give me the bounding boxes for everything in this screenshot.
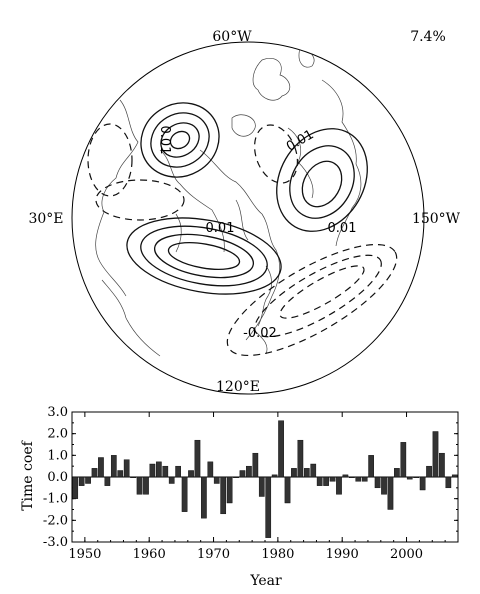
x-tick-label: 1950 (68, 547, 101, 562)
y-tick-label: 1.0 (47, 448, 68, 463)
contour-label: -0.02 (243, 326, 277, 341)
map-boundary (71, 41, 425, 395)
bar (349, 476, 355, 479)
bar (98, 457, 104, 478)
bar (265, 476, 272, 538)
bar (233, 476, 239, 479)
bar (336, 476, 342, 495)
y-tick-label: 2.0 (47, 427, 68, 442)
lon-label-right: 150°W (412, 211, 461, 227)
x-axis-label: Year (249, 573, 282, 589)
bar (201, 476, 207, 519)
y-tick-label: 0.0 (47, 470, 68, 485)
bar (110, 455, 117, 478)
bar (117, 470, 124, 478)
bar (213, 476, 220, 484)
bar (310, 463, 317, 478)
bar (136, 476, 143, 495)
bar (387, 476, 394, 510)
y-tick-label: 3.0 (47, 405, 68, 420)
variance-label: 7.4% (410, 29, 446, 45)
bar (226, 476, 233, 504)
bar (85, 476, 91, 484)
contours (126, 102, 368, 295)
bar (149, 463, 156, 478)
bar (406, 476, 413, 480)
y-tick-label: -1.0 (43, 492, 68, 507)
bar (220, 476, 227, 515)
bar (130, 476, 136, 479)
bar (368, 455, 374, 478)
bar (246, 465, 252, 478)
contour-label: 0.01 (206, 221, 235, 236)
bar (207, 461, 214, 478)
x-tick-label: 1960 (133, 547, 166, 562)
bar (143, 476, 149, 495)
bar (78, 476, 85, 486)
bar (168, 476, 175, 484)
polar-map: 60°W 7.4% 30°E 150°W 120°E (28, 29, 461, 395)
lon-label-left: 30°E (28, 211, 63, 227)
bar (278, 420, 284, 478)
bar (419, 476, 426, 491)
bar (426, 465, 432, 478)
y-tick-label: -2.0 (43, 513, 68, 528)
lon-label-top: 60°W (212, 29, 252, 45)
bar (439, 452, 445, 478)
x-tick-label: 2000 (390, 547, 423, 562)
contour-label: 0.01 (157, 126, 172, 155)
bar (188, 470, 194, 478)
y-axis-label: Time coef (20, 439, 36, 510)
negative-contours (87, 123, 398, 357)
bar (374, 476, 381, 489)
bar (284, 476, 291, 504)
contour-label: 0.01 (328, 221, 357, 236)
bar (323, 476, 329, 486)
bar (91, 468, 98, 478)
bar (175, 465, 181, 478)
lon-label-bottom: 120°E (216, 379, 260, 395)
bar (297, 439, 304, 478)
bar (355, 476, 362, 482)
bar (394, 468, 400, 478)
bar (72, 476, 79, 499)
bar (271, 474, 278, 478)
bar (181, 476, 188, 512)
bar (252, 452, 259, 478)
y-tick-label: -3.0 (43, 535, 68, 550)
x-tick-label: 1990 (326, 547, 359, 562)
bar (451, 474, 458, 478)
bar (156, 461, 162, 478)
coastlines (95, 47, 362, 357)
bar (445, 476, 452, 489)
bar (194, 439, 201, 478)
bar (104, 476, 111, 486)
chart-bars (72, 420, 458, 538)
bar (123, 459, 130, 478)
bar (342, 474, 349, 478)
bar (329, 476, 336, 482)
bar (258, 476, 265, 497)
bar (316, 476, 323, 486)
x-tick-label: 1970 (197, 547, 230, 562)
bar (361, 476, 368, 482)
bar (303, 468, 310, 478)
bar (291, 468, 297, 478)
bar (162, 465, 169, 478)
bar (381, 476, 387, 495)
bar (400, 442, 407, 478)
bar (432, 431, 439, 478)
bar (413, 476, 420, 479)
x-tick-label: 1980 (261, 547, 294, 562)
bar (239, 470, 246, 478)
